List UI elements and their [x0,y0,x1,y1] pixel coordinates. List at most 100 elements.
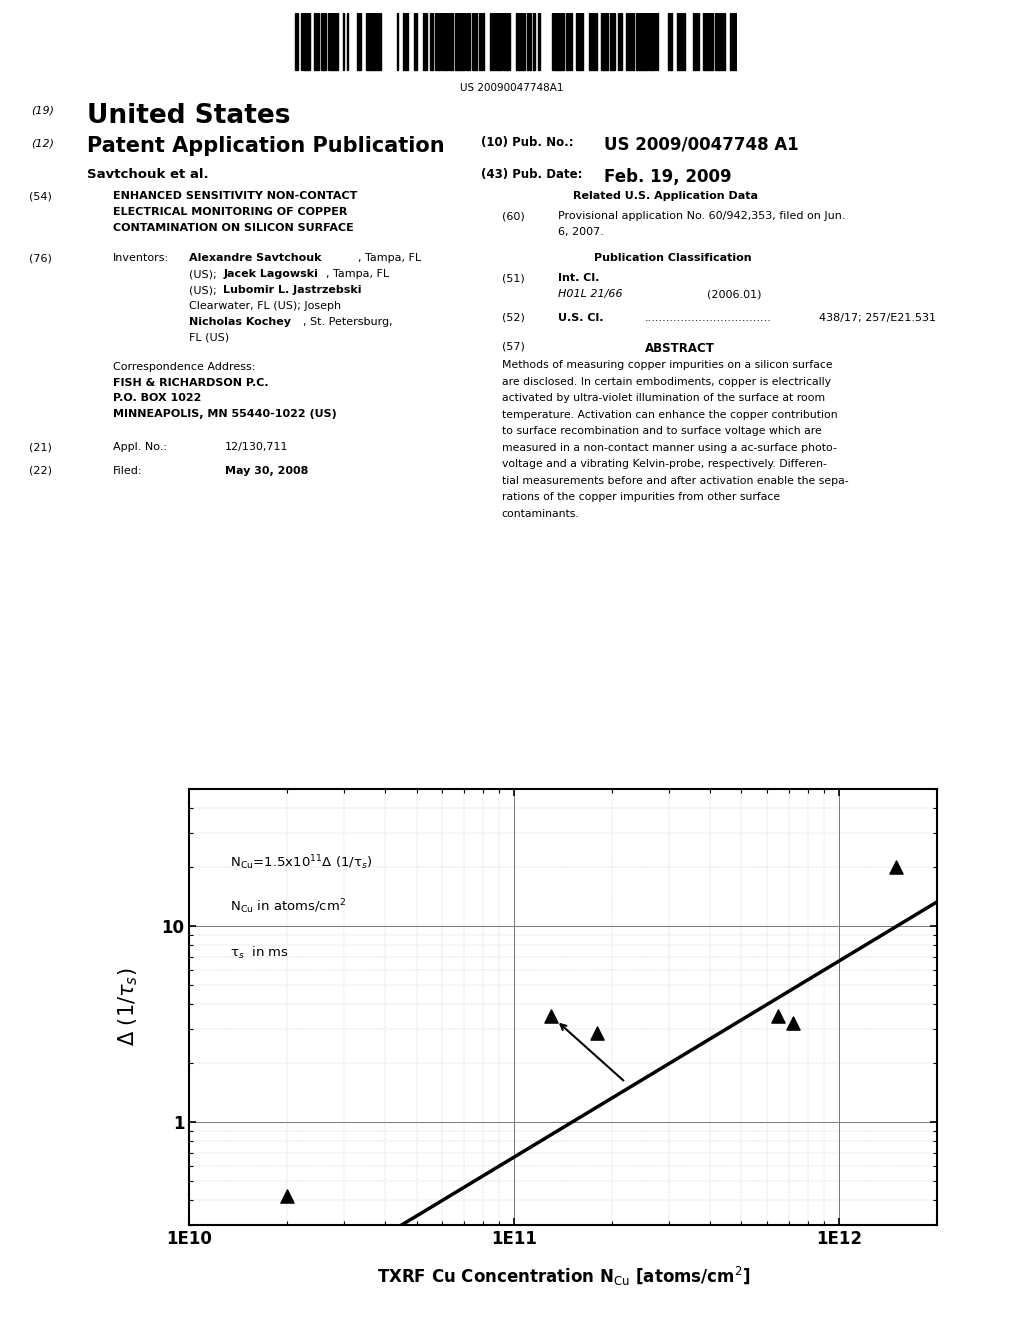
Text: are disclosed. In certain embodiments, copper is electrically: are disclosed. In certain embodiments, c… [502,378,830,387]
Bar [566,13,568,70]
Bar [503,13,505,70]
Text: (57): (57) [502,342,524,352]
Text: Publication Classification: Publication Classification [594,253,752,264]
Text: Lubomir L. Jastrzebski: Lubomir L. Jastrzebski [223,285,361,296]
Bar [589,13,591,70]
Bar [423,13,425,70]
Text: ENHANCED SENSITIVITY NON-CONTACT: ENHANCED SENSITIVITY NON-CONTACT [113,191,357,202]
Text: (43) Pub. Date:: (43) Pub. Date: [481,168,583,181]
Text: $\Delta$ (1/$\tau_s$): $\Delta$ (1/$\tau_s$) [116,968,140,1047]
Bar [711,13,713,70]
Text: (21): (21) [29,442,51,453]
Text: (54): (54) [29,191,51,202]
Point [888,857,904,878]
Bar [332,13,334,70]
Bar [649,13,654,70]
Text: (19): (19) [31,106,53,116]
Bar [462,13,463,70]
Text: Filed:: Filed: [113,466,142,477]
Text: rations of the copper impurities from other surface: rations of the copper impurities from ot… [502,492,780,503]
Bar [703,13,709,70]
Text: ...................................: ................................... [645,313,772,323]
Text: contaminants.: contaminants. [502,510,580,519]
Bar [301,13,302,70]
Bar [636,13,638,70]
Bar [601,13,603,70]
Text: temperature. Activation can enhance the copper contribution: temperature. Activation can enhance the … [502,409,838,420]
Text: (52): (52) [502,313,524,323]
Text: ABSTRACT: ABSTRACT [645,342,715,355]
Bar [455,13,457,70]
Text: Inventors:: Inventors: [113,253,169,264]
Text: United States: United States [87,103,291,129]
Text: (76): (76) [29,253,51,264]
Bar [380,13,381,70]
Text: Alexandre Savtchouk: Alexandre Savtchouk [189,253,322,264]
Bar [527,13,530,70]
Text: N$_{\rm Cu}$ in atoms/cm$^2$: N$_{\rm Cu}$ in atoms/cm$^2$ [229,898,346,916]
Text: (US);: (US); [189,269,220,280]
Bar [324,13,325,70]
Bar [721,13,725,70]
Text: TXRF Cu Concentration N$_{\mathrm{Cu}}$ [atoms/cm$^2$]: TXRF Cu Concentration N$_{\mathrm{Cu}}$ … [377,1265,750,1288]
Point [589,1023,605,1044]
Bar [694,13,699,70]
Bar [463,13,465,70]
Bar [735,13,736,70]
Bar [639,13,640,70]
Text: MINNEAPOLIS, MN 55440-1022 (US): MINNEAPOLIS, MN 55440-1022 (US) [113,409,337,420]
Bar [562,13,564,70]
Text: (12): (12) [31,139,53,149]
Text: (10) Pub. No.:: (10) Pub. No.: [481,136,573,149]
Bar [709,13,711,70]
Text: Int. Cl.: Int. Cl. [558,273,599,284]
Text: (2006.01): (2006.01) [707,289,761,300]
Bar [435,13,440,70]
Bar [442,13,447,70]
Bar [680,13,685,70]
Bar [457,13,459,70]
Bar [568,13,572,70]
Text: tial measurements before and after activation enable the sepa-: tial measurements before and after activ… [502,477,849,486]
Bar [415,13,418,70]
Text: Feb. 19, 2009: Feb. 19, 2009 [604,168,732,186]
Point [784,1012,801,1034]
Point [770,1006,786,1027]
Text: FL (US): FL (US) [189,333,229,343]
Bar [575,13,577,70]
Bar [718,13,721,70]
Bar [313,13,319,70]
Bar [325,13,327,70]
Point [543,1006,559,1027]
Bar [559,13,562,70]
Bar [603,13,608,70]
Bar [627,13,629,70]
Bar [552,13,555,70]
Bar [334,13,336,70]
Text: Appl. No.:: Appl. No.: [113,442,167,453]
Bar [459,13,462,70]
Bar [656,13,657,70]
Bar [492,13,493,70]
Bar [516,13,517,70]
Point [280,1185,296,1206]
Bar [611,13,614,70]
Text: , Tampa, FL: , Tampa, FL [358,253,422,264]
Text: H01L 21/66: H01L 21/66 [558,289,623,300]
Text: Related U.S. Application Data: Related U.S. Application Data [573,191,759,202]
Bar [322,13,324,70]
Bar [517,13,518,70]
Bar [404,13,408,70]
Bar [505,13,508,70]
Bar [373,13,375,70]
Bar [358,13,360,70]
Text: (US);: (US); [189,285,220,296]
Text: Clearwater, FL (US); Joseph: Clearwater, FL (US); Joseph [189,301,342,312]
Bar [498,13,501,70]
Bar [671,13,672,70]
Bar [425,13,427,70]
Bar [336,13,338,70]
Bar [730,13,735,70]
Bar [429,13,433,70]
Bar [328,13,332,70]
